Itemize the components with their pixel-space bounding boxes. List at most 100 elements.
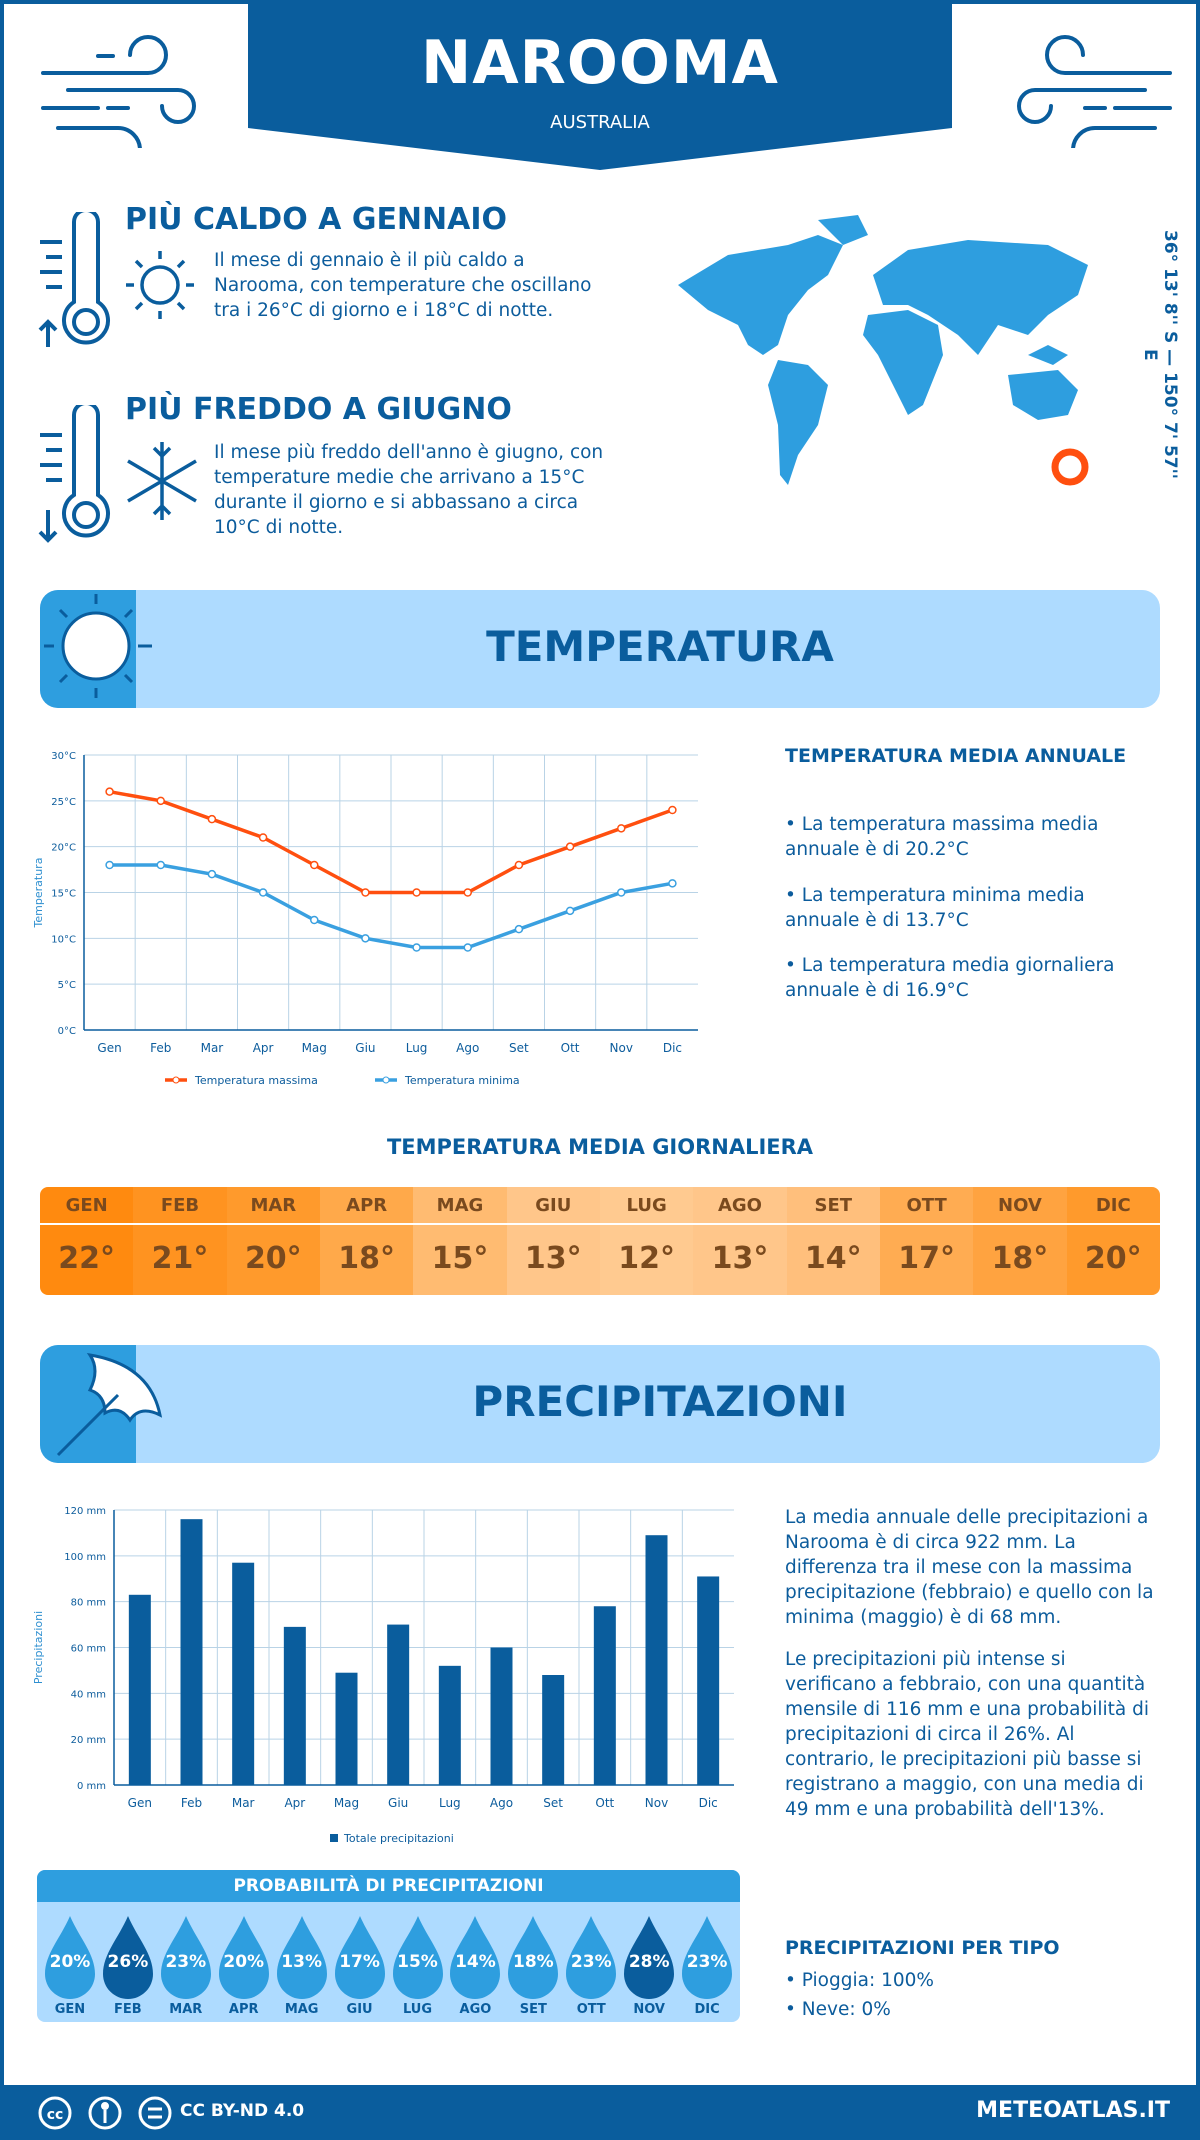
x-tick-label: Set: [543, 1796, 563, 1810]
daily-temp-table: GEN 22° FEB 21° MAR 20° APR 18° MAG 15° GIU 13° LUG 1…: [40, 1187, 1160, 1295]
month-label: GIU: [506, 1187, 600, 1225]
site-link[interactable]: METEOATLAS.IT: [976, 2098, 1170, 2123]
city-title: NAROOMA: [420, 28, 779, 98]
month-label: FEB: [133, 1187, 227, 1225]
probability-drop: 20% APR: [215, 1910, 273, 2020]
annual-bullet-max: • La temperatura massima media annuale è…: [785, 814, 1099, 860]
precip-banner: PRECIPITAZIONI: [40, 1345, 1160, 1463]
daily-temp-title: TEMPERATURA MEDIA GIORNALIERA: [386, 1135, 814, 1159]
temp-value: 22°: [58, 1241, 116, 1276]
y-axis-label: Temperatura: [32, 858, 45, 929]
temp-value: 15°: [431, 1241, 489, 1276]
data-point: [207, 869, 217, 879]
temp-value: 17°: [898, 1241, 955, 1276]
data-point: [156, 796, 165, 806]
y-tick-label: 0 mm: [77, 1781, 106, 1792]
sun-icon: [126, 251, 194, 319]
month-label: AGO: [459, 2002, 492, 2017]
header-banner: [248, 0, 952, 170]
raindrop-icon: [218, 1916, 269, 1999]
bar: [180, 1519, 203, 1785]
x-tick-label: Dic: [663, 1041, 682, 1055]
raindrop-icon: [392, 1916, 443, 1999]
y-tick-label: 30°C: [51, 751, 76, 762]
data-point: [207, 814, 217, 824]
data-point: [565, 906, 575, 916]
temp-value: 14°: [804, 1241, 862, 1276]
probability-value: 28%: [628, 1952, 670, 1972]
daily-temp-cell: DIC 20°: [1066, 1187, 1160, 1295]
raindrop-icon: [45, 1916, 95, 1999]
raindrop-icon: [102, 1916, 153, 1999]
x-tick-label: Feb: [150, 1041, 171, 1055]
month-label: OTT: [879, 1187, 974, 1225]
temperature-title: TEMPERATURA: [486, 622, 834, 671]
raindrop-icon: [450, 1916, 501, 1999]
x-tick-label: Giu: [355, 1041, 375, 1055]
month-label: GEN: [54, 2002, 86, 2017]
y-tick-label: 20°C: [51, 843, 76, 854]
month-label: LUG: [402, 2002, 433, 2017]
y-tick-label: 100 mm: [64, 1552, 106, 1563]
raindrop-icon: [276, 1916, 327, 1999]
probability-value: 20%: [223, 1952, 265, 1972]
temp-value: 18°: [991, 1241, 1049, 1276]
x-tick-label: Mar: [201, 1041, 224, 1055]
daily-temp-cell: GEN 22°: [40, 1187, 134, 1295]
y-tick-label: 40 mm: [71, 1689, 106, 1700]
probability-drop: 20% GEN: [41, 1910, 99, 2020]
data-point: [617, 824, 626, 833]
world-map: [678, 215, 1088, 485]
temperature-banner: TEMPERATURA: [40, 590, 1160, 708]
data-point: [668, 879, 677, 888]
location-marker-icon: [1051, 448, 1089, 486]
svg-text:cc: cc: [47, 2107, 64, 2123]
temp-value: 13°: [711, 1241, 769, 1276]
annual-temp-title: TEMPERATURA MEDIA ANNUALE: [785, 745, 1127, 767]
month-label: FEB: [114, 2002, 142, 2017]
x-tick-label: Mag: [334, 1796, 359, 1810]
month-label: SET: [519, 2002, 547, 2017]
month-label: SET: [786, 1187, 880, 1225]
legend-label: Temperatura massima: [194, 1074, 318, 1087]
probability-value: 26%: [107, 1952, 149, 1972]
y-tick-label: 80 mm: [71, 1598, 106, 1609]
x-tick-label: Mar: [232, 1796, 255, 1810]
data-point: [105, 787, 114, 796]
precip-summary: La media annuale delle precipitazioni a …: [785, 1507, 1154, 1628]
temp-value: 13°: [524, 1241, 582, 1276]
series-line-max: [109, 789, 674, 895]
x-tick-label: Set: [509, 1041, 529, 1055]
probability-drop: 18% SET: [504, 1910, 562, 2020]
precip-type-title: PRECIPITAZIONI PER TIPO: [785, 1937, 1060, 1959]
annual-bullet-min: • La temperatura minima media annuale è …: [785, 885, 1085, 931]
bar: [542, 1675, 565, 1785]
raindrop-icon: [624, 1916, 675, 1999]
x-tick-label: Nov: [645, 1796, 668, 1810]
month-label: MAG: [284, 2002, 319, 2017]
daily-temp-cell: OTT 17°: [879, 1187, 974, 1295]
license-icons: cc: [38, 2096, 172, 2130]
license-text: CC BY-ND 4.0: [180, 2101, 305, 2121]
data-point: [258, 833, 268, 842]
data-point: [310, 860, 319, 870]
month-label: AGO: [693, 1187, 787, 1225]
probability-value: 15%: [397, 1952, 438, 1972]
bar: [490, 1647, 513, 1785]
raindrop-icon: [334, 1916, 385, 1999]
probability-value: 13%: [281, 1952, 322, 1972]
temp-value: 12°: [618, 1241, 675, 1276]
y-tick-label: 120 mm: [64, 1506, 106, 1517]
bar: [283, 1626, 306, 1785]
data-point: [463, 888, 472, 897]
data-point: [412, 888, 421, 897]
data-point: [565, 842, 575, 851]
probability-value: 18%: [512, 1952, 554, 1972]
bar: [232, 1562, 255, 1785]
thermometer-cold-icon: [38, 405, 110, 543]
x-tick-label: Apr: [284, 1796, 305, 1810]
probability-title: PROBABILITÀ DI PRECIPITAZIONI: [37, 1870, 740, 1902]
data-point: [617, 888, 626, 897]
daily-temp-cell: NOV 18°: [973, 1187, 1067, 1295]
probability-drop: 23% OTT: [562, 1910, 620, 2020]
